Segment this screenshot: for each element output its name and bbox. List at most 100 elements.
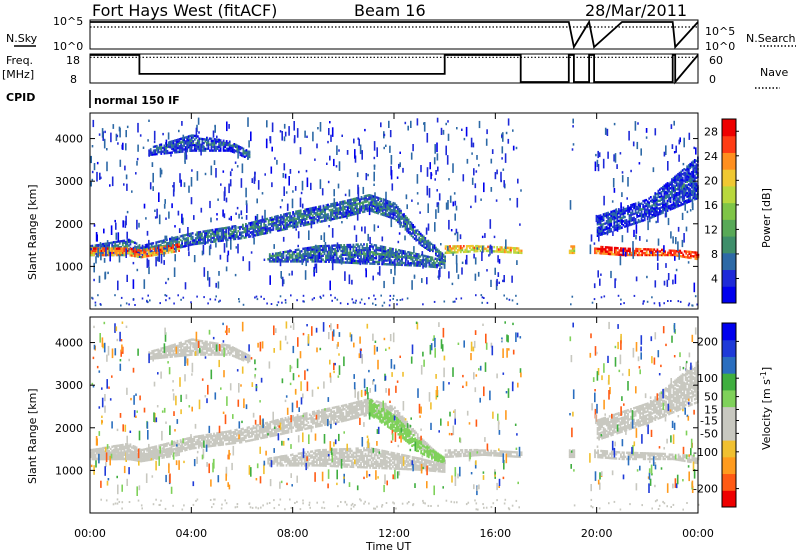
cell <box>314 247 317 250</box>
cell <box>679 254 682 258</box>
cell <box>392 253 394 257</box>
cell <box>407 260 409 263</box>
cell <box>422 239 425 242</box>
cell <box>673 251 675 255</box>
cell <box>475 248 477 251</box>
cell <box>352 257 355 261</box>
cell <box>401 225 404 228</box>
cell <box>131 250 133 253</box>
speckle-cell <box>165 139 168 147</box>
cell <box>249 223 252 227</box>
cell <box>654 210 657 214</box>
cell <box>323 246 326 250</box>
speckle-cell <box>222 170 225 173</box>
cell <box>296 213 299 217</box>
cell <box>342 200 345 203</box>
cell <box>384 255 387 258</box>
speckle-cell <box>138 222 140 228</box>
speckle-cell <box>389 145 391 153</box>
cell <box>206 144 208 147</box>
cell <box>428 265 431 268</box>
cell <box>605 212 608 215</box>
cell <box>652 197 655 200</box>
cell <box>134 455 136 458</box>
cell <box>347 243 350 247</box>
cell <box>669 181 672 184</box>
cell <box>187 135 190 138</box>
cell <box>164 245 167 248</box>
cell <box>108 253 110 257</box>
freq-series <box>90 54 699 85</box>
cell <box>674 189 676 192</box>
cell <box>461 248 464 252</box>
cell <box>118 444 121 447</box>
cell <box>677 199 679 202</box>
cell <box>218 140 220 143</box>
cell <box>607 217 610 220</box>
cell <box>621 222 623 225</box>
speckle-cell <box>250 131 252 142</box>
speckle-cell <box>122 142 124 150</box>
cell <box>314 254 317 258</box>
cell <box>269 231 272 234</box>
cell <box>172 242 174 245</box>
cell <box>615 251 618 254</box>
near-cell <box>396 299 398 302</box>
cell <box>336 209 338 212</box>
cell <box>99 453 101 457</box>
cell <box>407 262 409 265</box>
speckle-cell <box>137 122 139 133</box>
cell <box>332 253 335 256</box>
cell <box>681 169 684 172</box>
cell <box>149 252 152 255</box>
cell <box>317 245 320 248</box>
cell <box>217 233 220 237</box>
cell <box>643 205 646 208</box>
cell <box>168 151 170 155</box>
cell <box>638 247 640 251</box>
cell <box>359 200 361 203</box>
cell <box>233 145 236 148</box>
cell <box>353 197 355 201</box>
speckle-cell <box>402 167 404 173</box>
cell <box>258 219 261 222</box>
cell <box>343 202 346 205</box>
cell <box>175 139 178 142</box>
cell <box>174 149 176 152</box>
cell <box>134 245 136 248</box>
cell <box>357 208 360 211</box>
speckle-cell <box>489 219 492 229</box>
cell <box>286 212 288 215</box>
cell <box>258 231 261 234</box>
cell <box>654 201 657 204</box>
cell <box>610 214 613 217</box>
cell <box>115 446 118 449</box>
cell <box>657 211 660 214</box>
velocity-plot-area <box>90 321 700 511</box>
cell <box>600 252 602 255</box>
cell <box>285 254 288 257</box>
cell <box>683 171 686 175</box>
cell <box>602 213 605 216</box>
cell <box>128 450 130 453</box>
near-cell <box>159 302 161 305</box>
cell <box>613 251 616 254</box>
speckle-cell <box>452 253 454 256</box>
cell <box>244 155 246 158</box>
cell <box>210 233 212 236</box>
cell <box>356 204 358 208</box>
speckle-cell <box>305 258 307 267</box>
speckle-cell <box>93 224 96 227</box>
cell <box>274 260 277 263</box>
cell <box>622 220 625 223</box>
cell <box>371 200 373 203</box>
cell <box>619 221 622 224</box>
cell <box>99 449 101 453</box>
cell <box>324 210 326 213</box>
cell <box>610 216 613 219</box>
cell <box>601 219 603 222</box>
cell <box>362 207 364 210</box>
cell <box>398 212 401 215</box>
speckle-cell <box>338 149 340 152</box>
speckle-cell <box>424 258 427 268</box>
